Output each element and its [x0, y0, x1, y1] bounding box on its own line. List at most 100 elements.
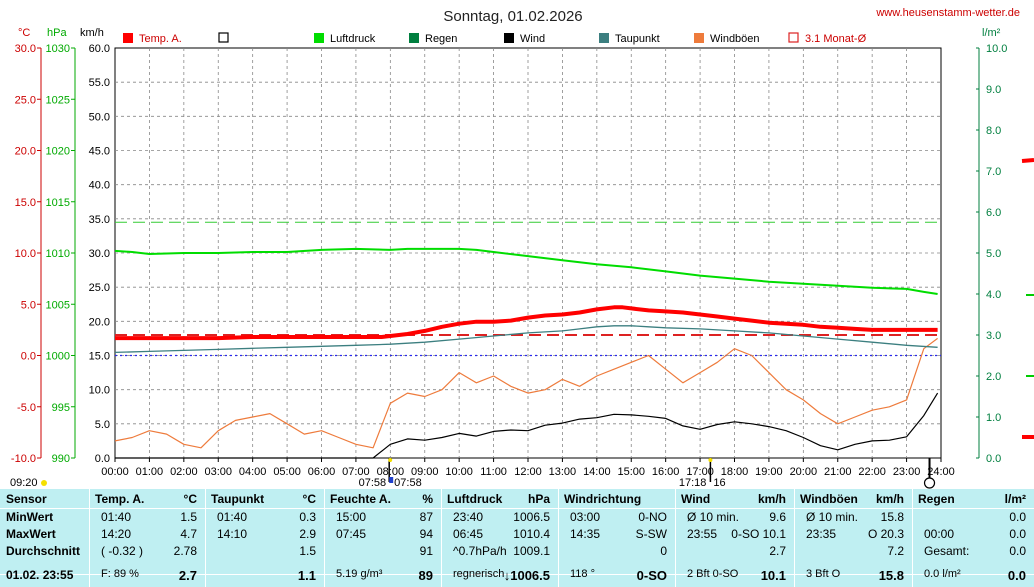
table-header-tau: Taupunkt	[211, 492, 265, 506]
wind-tick: 40.0	[89, 180, 110, 192]
table-cell-label: F: 89 %	[101, 568, 139, 580]
table-cell-value: 1010.4	[513, 527, 550, 541]
unit-temp: °C	[18, 27, 30, 39]
table-cell-label: 118 °	[570, 568, 595, 580]
wind-tick: 10.0	[89, 385, 110, 397]
legend-swatch-regen	[409, 33, 419, 43]
table-cell-label: Gesamt:	[924, 544, 970, 558]
stats-table: Sensor MinWert MaxWert Durchschnitt 01.02. 2…	[0, 489, 1034, 587]
table-cell-label: 14:10	[217, 527, 248, 541]
legend-swatch-boeen	[694, 33, 704, 43]
x-tick: 00:00	[101, 466, 129, 478]
table-cell-label: Ø 10 min.	[806, 510, 859, 524]
table-cell-value: 2.7	[178, 568, 197, 583]
chart-legend: Temp. A. Luftdruck Regen Wind Taupunkt Windbö…	[123, 32, 867, 45]
col-sep	[205, 489, 206, 587]
sun-label-left: 09:20	[10, 477, 38, 489]
x-tick: 22:00	[858, 466, 886, 478]
temp-tick: 30.0	[15, 43, 36, 55]
x-tick: 12:00	[514, 466, 542, 478]
temp-tick: 5.0	[21, 299, 36, 311]
temp-tick: 0.0	[21, 351, 36, 363]
col-sep	[558, 489, 559, 587]
legend-label-regen: Regen	[425, 33, 457, 45]
legend-label-taupunkt: Taupunkt	[615, 33, 660, 45]
row-sep	[0, 574, 1034, 575]
x-tick: 07:00	[342, 466, 370, 478]
table-cell-value: 15.8	[878, 568, 904, 583]
temp-tick: 25.0	[15, 94, 36, 106]
table-cell-value: 0-SO	[636, 568, 667, 583]
table-cell-label: Ø 10 min.	[687, 510, 740, 524]
table-cell-label: 01:40	[217, 510, 248, 524]
series-boeen	[114, 337, 938, 449]
wind-tick: 30.0	[89, 248, 110, 260]
x-tick: 19:00	[755, 466, 783, 478]
table-cell-label: 23:55	[687, 527, 718, 541]
site-url: www.heusenstamm-wetter.de	[875, 7, 1020, 19]
x-tick: 23:00	[893, 466, 921, 478]
table-cell-value: 2.7	[769, 544, 786, 558]
wind-tick: 0.0	[95, 453, 110, 465]
table-header-boeen: Windböen	[800, 492, 858, 506]
legend-label-luft: Luftdruck	[330, 33, 376, 45]
table-cell-label: ^0.7hPa/h	[453, 544, 507, 558]
legend-swatch-taupunkt	[599, 33, 609, 43]
table-header-richtung: Windrichtung	[564, 492, 642, 506]
legend-swatch-luft	[314, 33, 324, 43]
rain-tick: 3.0	[986, 330, 1001, 342]
rain-tick: 8.0	[986, 125, 1001, 137]
table-cell-value: 2.78	[173, 544, 197, 558]
temp-tick: -5.0	[17, 402, 36, 414]
table-header-luft: Luftdruck	[447, 492, 503, 506]
rain-tick: 9.0	[986, 84, 1001, 96]
rain-tick: 1.0	[986, 412, 1001, 424]
x-tick: 05:00	[273, 466, 301, 478]
col-sep	[89, 489, 90, 587]
table-cell-value: 1006.5	[513, 510, 550, 524]
table-cell-value: 0.3	[299, 510, 316, 524]
x-tick: 13:00	[549, 466, 577, 478]
table-cell-label: 23:40	[453, 510, 484, 524]
legend-swatch-wind	[504, 33, 514, 43]
table-cell-value: 4.7	[180, 527, 197, 541]
wind-tick: 15.0	[89, 351, 110, 363]
wind-tick: 20.0	[89, 316, 110, 328]
wind-tick: 35.0	[89, 214, 110, 226]
x-tick: 06:00	[308, 466, 336, 478]
table-cell-label: 15:00	[336, 510, 367, 524]
table-header-regen: Regen	[918, 492, 955, 506]
table-header-feuchte: Feuchte A.	[330, 492, 391, 506]
table-cell-value: 10.1	[760, 568, 786, 583]
temp-tick: -10.0	[11, 453, 36, 465]
reference-lines	[115, 221, 941, 357]
rain-tick: 10.0	[986, 43, 1007, 55]
table-cell-value: 0.0	[1009, 510, 1026, 524]
legend-label-monat: 3.1 Monat-Ø	[805, 33, 867, 45]
table-cell-label: 0.0 l/m²	[924, 568, 961, 580]
unit-pressure: hPa	[47, 27, 67, 39]
col-sep	[441, 489, 442, 587]
x-tick: 15:00	[617, 466, 645, 478]
x-tick: 02:00	[170, 466, 198, 478]
table-unit-luft: hPa	[527, 492, 550, 506]
col-sep	[794, 489, 795, 587]
table-unit-tau: °C	[302, 492, 316, 506]
table-cell-label: 03:00	[570, 510, 601, 524]
table-rowlabel: 01.02. 23:55	[6, 568, 74, 582]
axes-layer: 30.0 25.0 20.0 15.0 10.0 5.0 0.0 -5.0 -10.0 1030 1…	[10, 43, 1034, 489]
table-cell-label: 3 Bft O	[806, 568, 841, 580]
sunset-label-b: 16	[713, 477, 725, 489]
legend-swatch-temp	[123, 33, 133, 43]
wind-tick: 50.0	[89, 111, 110, 123]
rain-tick: 5.0	[986, 248, 1001, 260]
legend-label-temp: Temp. A.	[139, 33, 182, 45]
table-unit-regen: l/m²	[1004, 492, 1026, 506]
table-cell-label: 07:45	[336, 527, 367, 541]
unit-rain: l/m²	[982, 27, 1001, 39]
table-cell-value: 87	[419, 510, 433, 524]
sun-dot	[41, 480, 47, 486]
sunrise-flag	[389, 477, 394, 483]
table-unit-boeen: km/h	[875, 492, 904, 506]
rain-tick: 7.0	[986, 166, 1001, 178]
